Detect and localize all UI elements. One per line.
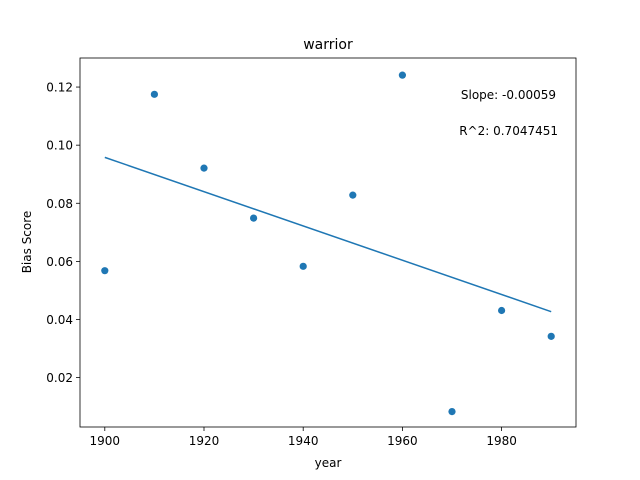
x-tick-label: 1960 bbox=[387, 434, 418, 448]
y-tick-label: 0.04 bbox=[46, 313, 73, 327]
data-point bbox=[200, 164, 208, 172]
x-tick-label: 1940 bbox=[288, 434, 319, 448]
data-point bbox=[101, 267, 109, 275]
y-tick-label: 0.08 bbox=[46, 197, 73, 211]
x-tick-label: 1920 bbox=[189, 434, 220, 448]
x-axis-label: year bbox=[315, 456, 342, 470]
chart-title: warrior bbox=[303, 37, 353, 53]
plot-area bbox=[79, 57, 577, 428]
y-tick-label: 0.12 bbox=[46, 81, 73, 95]
slope-annotation: Slope: -0.00059 bbox=[461, 88, 556, 102]
data-point bbox=[547, 332, 555, 340]
y-tick-label: 0.06 bbox=[46, 255, 73, 269]
r-squared-annotation: R^2: 0.7047451 bbox=[459, 124, 558, 138]
data-point bbox=[250, 214, 258, 222]
data-point bbox=[448, 408, 456, 416]
y-axis: 0.02 0.04 0.06 0.08 0.10 0.12 bbox=[46, 81, 80, 385]
x-axis: 1900 1920 1940 1960 1980 bbox=[90, 427, 517, 448]
x-tick-label: 1980 bbox=[486, 434, 517, 448]
y-axis-label: Bias Score bbox=[20, 211, 34, 274]
x-tick-label: 1900 bbox=[90, 434, 121, 448]
data-point bbox=[150, 90, 158, 98]
y-tick-label: 0.02 bbox=[46, 371, 73, 385]
data-point bbox=[398, 71, 406, 79]
data-point bbox=[299, 262, 307, 270]
points-layer bbox=[101, 71, 555, 416]
trendline-layer bbox=[104, 156, 552, 313]
data-point bbox=[349, 191, 357, 199]
trendline bbox=[104, 156, 552, 313]
y-tick-label: 0.10 bbox=[46, 139, 73, 153]
data-point bbox=[498, 306, 506, 315]
